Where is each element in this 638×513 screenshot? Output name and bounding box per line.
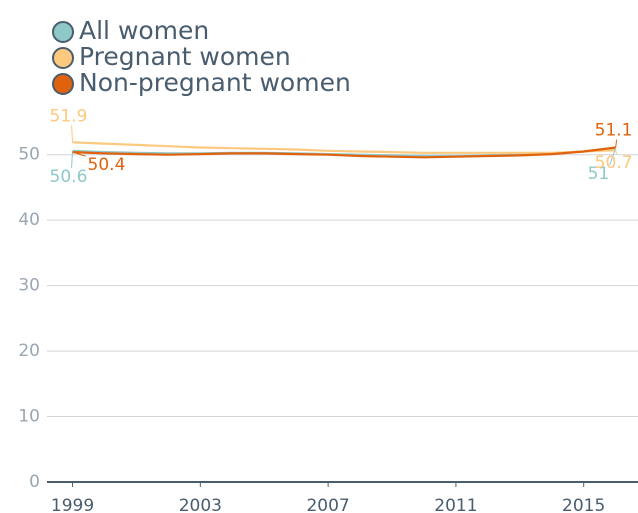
data-label: 51.9 (50, 106, 88, 126)
legend-marker (52, 21, 74, 43)
x-tick-label: 2003 (179, 496, 222, 513)
y-tick-label: 20 (18, 341, 40, 361)
legend-label: All women (79, 16, 209, 45)
label-leader (71, 125, 74, 143)
series-line (72, 141, 616, 154)
label-leader (72, 151, 86, 157)
y-tick-label: 30 (18, 276, 40, 296)
series-line (72, 146, 616, 159)
data-label: 50.7 (595, 153, 633, 173)
y-tick-label: 50 (18, 145, 40, 165)
data-label: 51 (588, 164, 610, 184)
label-leader (609, 148, 617, 166)
x-tick-label: 1999 (51, 496, 94, 513)
legend-label: Pregnant women (79, 42, 291, 71)
y-tick-label: 10 (18, 407, 40, 427)
y-tick-label: 0 (29, 472, 40, 492)
legend-marker (52, 73, 74, 95)
x-tick-label: 2011 (434, 496, 477, 513)
data-label: 50.4 (88, 155, 126, 175)
x-tick-label: 2015 (562, 496, 605, 513)
data-label: 50.6 (50, 167, 88, 187)
legend-label: Non-pregnant women (79, 68, 351, 97)
label-leader (615, 150, 618, 155)
y-tick-label: 40 (18, 210, 40, 230)
x-tick-label: 2007 (306, 496, 349, 513)
label-leader (71, 150, 74, 168)
data-label: 51.1 (595, 121, 633, 141)
label-leader (615, 139, 618, 148)
legend-marker (52, 47, 74, 69)
